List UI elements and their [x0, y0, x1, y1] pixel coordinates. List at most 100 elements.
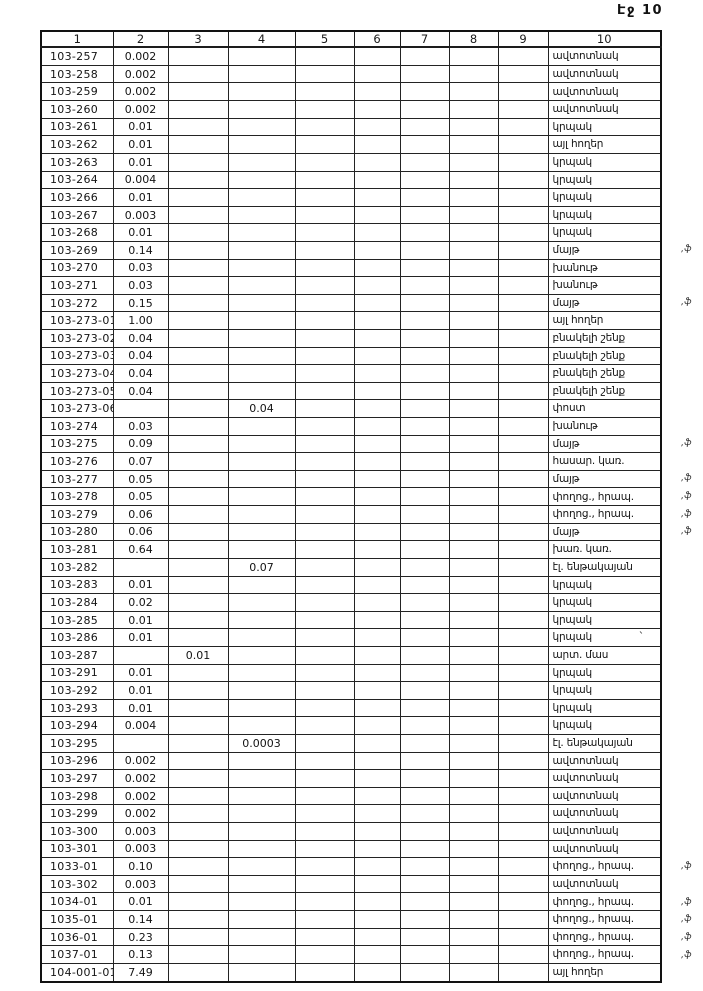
- cell-empty: [448, 311, 499, 330]
- cell-empty: [448, 857, 499, 876]
- cell-empty: [448, 346, 499, 366]
- cell-parcel-code: 103-275: [40, 434, 114, 454]
- cell-area-value: 0.02: [112, 593, 169, 612]
- land-use-label: կրպակ: [552, 701, 593, 714]
- cell-land-use: ավտոտնակ: [547, 82, 662, 102]
- cell-empty: [353, 205, 401, 225]
- cell-empty: [448, 769, 499, 788]
- cell-empty: [399, 593, 450, 612]
- cell-empty: [497, 804, 549, 824]
- cell-parcel-code: 103-299: [40, 804, 114, 824]
- cell-empty: [294, 434, 355, 454]
- cell-empty: [497, 751, 549, 771]
- cell-empty: [353, 240, 401, 260]
- cell-area-value: [167, 610, 229, 630]
- cell-empty: [448, 117, 499, 137]
- cadastral-table: 1 2 3 4 5 6 7 8 9 10 103-257 0.002 ավտոտնակ 103-258 0…: [40, 30, 662, 983]
- table-row: 1033-01 0.10 փողոց., հրապ.: [40, 857, 662, 876]
- table-row: 103-287 0.01 արտ. մաս: [40, 645, 662, 665]
- land-use-label: բնակելի շենք: [552, 349, 626, 362]
- column-header-9: 9: [497, 30, 549, 48]
- cell-empty: [294, 874, 355, 894]
- cell-area-value: [167, 188, 229, 207]
- cell-empty: [399, 822, 450, 841]
- cell-empty: [497, 293, 549, 313]
- handwritten-margin-note: ,ֆ: [680, 526, 693, 537]
- cell-land-use: բնակելի շենք: [547, 381, 662, 401]
- cell-area-value: [167, 346, 229, 366]
- cell-parcel-code: 103-292: [40, 681, 114, 700]
- column-header-8: 8: [448, 30, 499, 48]
- cell-area-value: [167, 540, 229, 559]
- cell-parcel-code: 1035-01: [40, 910, 114, 929]
- cell-empty: [448, 927, 499, 947]
- cell-empty: [294, 628, 355, 647]
- cell-area-value: [227, 452, 296, 471]
- land-use-label: ավտոտնակ: [552, 85, 619, 98]
- cell-parcel-code: 103-269: [40, 240, 114, 260]
- cell-empty: [399, 505, 450, 524]
- cell-parcel-code: 103-284: [40, 593, 114, 612]
- cell-empty: [448, 540, 499, 559]
- cell-empty: [448, 822, 499, 841]
- cell-area-value: 0.14: [112, 910, 169, 929]
- cell-parcel-code: 103-273-01: [40, 311, 114, 330]
- table-row: 103-296 0.002 ավտոտնակ: [40, 751, 662, 771]
- cell-empty: [294, 152, 355, 172]
- cell-area-value: [227, 804, 296, 824]
- cell-area-value: [167, 452, 229, 471]
- cell-empty: [497, 681, 549, 700]
- handwritten-margin-note: ,ֆ: [680, 296, 693, 308]
- cell-empty: [399, 945, 450, 964]
- cell-area-value: [167, 751, 229, 771]
- land-use-label: մայթ: [552, 472, 580, 485]
- cell-empty: [497, 628, 549, 647]
- cell-empty: [497, 839, 549, 859]
- cell-empty: [353, 540, 401, 559]
- cell-empty: [353, 857, 401, 876]
- cell-land-use: կրպակ: [547, 681, 662, 700]
- cell-area-value: [112, 557, 169, 577]
- cell-area-value: 0.01: [167, 645, 229, 665]
- cell-area-value: 1.00: [112, 311, 169, 330]
- cell-empty: [294, 364, 355, 383]
- table-row: 103-281 0.64 խառ. կառ.: [40, 540, 662, 559]
- cell-land-use: ավտոտնակ: [547, 874, 662, 894]
- cell-land-use: փողոց., հրապ.: [547, 927, 662, 947]
- cell-empty: [294, 575, 355, 595]
- cell-parcel-code: 103-283: [40, 575, 114, 595]
- cell-parcel-code: 103-277: [40, 469, 114, 489]
- cell-empty: [353, 82, 401, 102]
- cell-empty: [353, 962, 401, 983]
- cell-land-use: խանութ: [547, 417, 662, 436]
- table-row: 103-258 0.002 ավտոտնակ: [40, 64, 662, 84]
- cell-empty: [353, 786, 401, 806]
- cell-area-value: 0.04: [112, 364, 169, 383]
- cell-area-value: [227, 822, 296, 841]
- cell-empty: [448, 364, 499, 383]
- cell-empty: [448, 240, 499, 260]
- cell-area-value: 0.003: [112, 874, 169, 894]
- cell-area-value: [227, 364, 296, 383]
- cell-area-value: [167, 522, 229, 542]
- land-use-label: կրպակ: [552, 719, 593, 732]
- cell-area-value: 0.01: [112, 188, 169, 207]
- cell-empty: [353, 945, 401, 964]
- cell-area-value: [227, 628, 296, 647]
- handwritten-margin-note: ,ֆ: [680, 932, 693, 943]
- cell-land-use: կրպակ: [547, 716, 662, 735]
- cell-area-value: [167, 311, 229, 330]
- cell-empty: [353, 434, 401, 454]
- cell-empty: [497, 188, 549, 207]
- table-row: 103-266 0.01 կրպակ: [40, 188, 662, 207]
- cell-land-use: ավտոտնակ: [547, 100, 662, 119]
- cell-area-value: [227, 205, 296, 225]
- cell-empty: [497, 417, 549, 436]
- cell-empty: [399, 962, 450, 983]
- cell-area-value: [167, 170, 229, 190]
- cell-empty: [294, 962, 355, 983]
- cell-parcel-code: 103-266: [40, 188, 114, 207]
- land-use-label: խանութ: [552, 261, 598, 274]
- table-row: 103-282 0.07 էլ. ենթակայան: [40, 557, 662, 577]
- cell-area-value: 0.01: [112, 698, 169, 718]
